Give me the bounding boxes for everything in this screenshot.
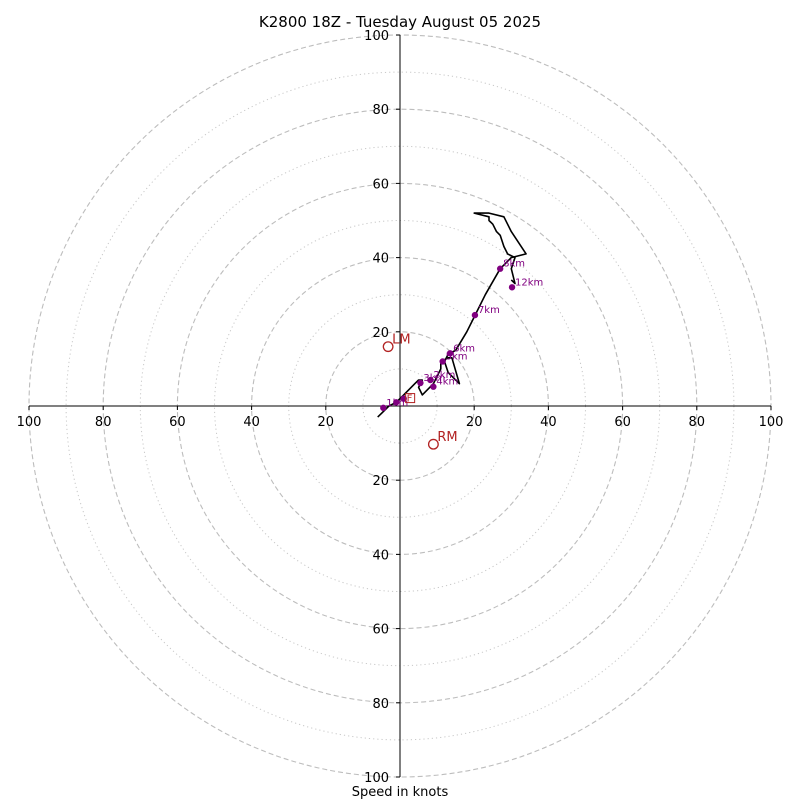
height-marker-2km [427, 376, 434, 384]
height-label-8km: 8km [503, 259, 525, 270]
surface-marker [405, 393, 416, 404]
tick-label-y_top-40: 40 [372, 252, 389, 267]
tick-label-x_right-60: 60 [614, 415, 631, 430]
height-label-12km: 12km [515, 277, 543, 288]
height-label-3km: 3km [423, 373, 445, 384]
storm-motion-markers: LM RM [382, 333, 458, 450]
tick-label-y_bottom-80: 80 [372, 697, 389, 712]
tick-label-x_right-20: 20 [466, 415, 483, 430]
height-marker-8km [496, 265, 504, 272]
tick-label-y_bottom-100: 100 [364, 771, 389, 786]
height-label-4km: 4km [436, 377, 458, 388]
tick-label-x_left-40: 40 [243, 415, 260, 430]
tick-label-x_right-40: 40 [540, 415, 557, 430]
tick-label-y_top-80: 80 [372, 103, 389, 118]
storm-motion-label-lm: LM [392, 333, 410, 348]
tick-label-x_left-20: 20 [318, 415, 335, 430]
height-label-7km: 7km [478, 305, 500, 316]
storm-motion-label-rm: RM [437, 430, 457, 445]
tick-label-x_right-80: 80 [689, 415, 706, 430]
storm-motion-lm [382, 341, 394, 353]
height-marker-4km [430, 383, 437, 390]
chart-title: K2800 18Z - Tuesday August 05 2025 [259, 13, 541, 31]
height-label-2km: 2km [433, 370, 455, 381]
tick-label-y_bottom-60: 60 [372, 623, 389, 638]
tick-label-y_bottom-40: 40 [372, 548, 389, 563]
tick-label-y_top-20: 20 [372, 326, 389, 341]
tick-label-x_left-80: 80 [95, 415, 112, 430]
height-label-5km: 5km [446, 351, 468, 362]
x-axis-label: Speed in knots [352, 785, 449, 800]
tick-label-x_left-60: 60 [169, 415, 186, 430]
height-marker-5km [439, 358, 446, 365]
height-marker-7km [471, 311, 479, 319]
tick-label-y_top-100: 100 [364, 29, 389, 44]
height-label-6km: 6km [453, 343, 475, 354]
tick-label-x_left-100: 100 [17, 415, 42, 430]
height-marker-6km [446, 350, 454, 357]
tick-label-y_bottom-20: 20 [372, 474, 389, 489]
tick-label-x_right-100: 100 [759, 415, 784, 430]
tick-label-y_top-60: 60 [372, 177, 389, 192]
hodograph-trace [377, 212, 527, 418]
surface-marker-label: F [407, 394, 413, 405]
height-label-1km: 1km [386, 398, 408, 409]
height-marker-1km [380, 404, 387, 412]
level-point-0 [393, 399, 400, 406]
height-marker-3km [417, 379, 424, 387]
height-marker-12km [508, 284, 516, 291]
hodograph-line [377, 212, 527, 418]
axis-tick-labels: 100 80 60 40 20 20 40 60 80 100 100 80 60 40 20 20 40 60 8… [17, 29, 784, 786]
storm-motion-rm [427, 438, 439, 450]
axes [29, 35, 771, 777]
